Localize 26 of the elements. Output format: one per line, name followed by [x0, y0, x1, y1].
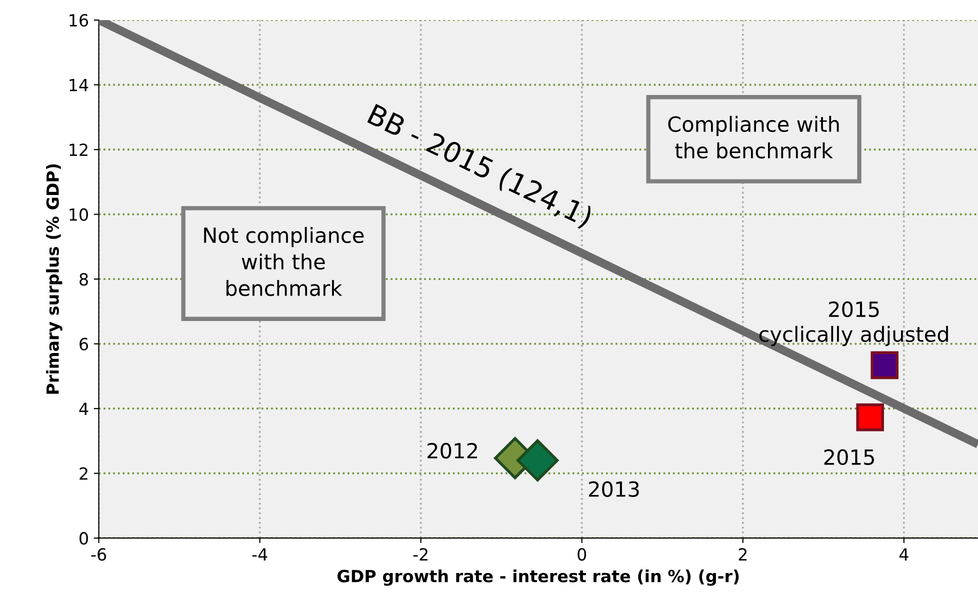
y-tick-label: 6	[80, 338, 88, 350]
y-tick-label: 12	[70, 144, 88, 156]
series-label: 2015 cyclically adjusted	[759, 301, 948, 346]
point	[870, 351, 898, 380]
y-tick-label: 14	[70, 78, 88, 92]
series-label: 2012	[428, 442, 477, 459]
x-axis-title: GDP growth rate - interest rate (in %) (g-r)	[338, 569, 739, 586]
series-label: 2015	[824, 449, 874, 466]
y-tick-label: 8	[80, 273, 88, 286]
x-tick-label: -6	[91, 548, 106, 561]
y-tick-label: 0	[80, 532, 88, 545]
y-tick-label: 2	[80, 467, 88, 480]
annotation: Not compliance with the benchmark	[204, 226, 364, 296]
x-tick-label: 4	[899, 548, 908, 560]
y-tick-label: 16	[70, 14, 88, 27]
y-tick-label: 10	[70, 208, 88, 221]
point	[516, 439, 559, 482]
series-label: 2013	[588, 481, 639, 497]
y-axis-title: Primary surplus (% GDP)	[46, 164, 62, 394]
point	[856, 403, 884, 432]
x-tick-label: -2	[413, 548, 428, 560]
y-tick-label: 4	[79, 402, 88, 415]
x-tick-label: 2	[738, 548, 747, 560]
x-tick-label: -4	[252, 548, 268, 560]
annotation: Compliance with the benchmark	[668, 116, 839, 158]
x-tick-label: 0	[578, 548, 586, 561]
